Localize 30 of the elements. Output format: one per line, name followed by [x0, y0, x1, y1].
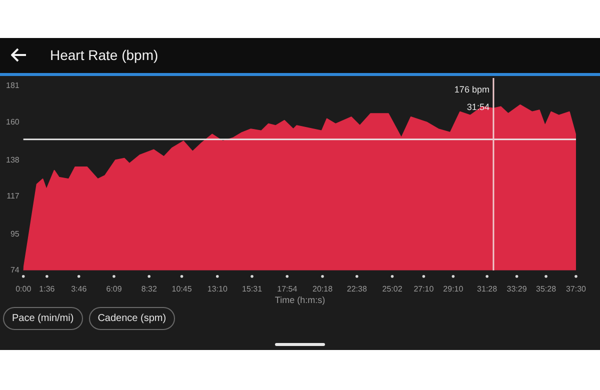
x-tick-label: 3:46	[71, 284, 88, 294]
y-tick-label: 74	[10, 266, 20, 275]
x-tick-label: 10:45	[172, 284, 192, 294]
x-tick-label: 17:54	[277, 284, 298, 294]
x-tick-label: 8:32	[141, 284, 158, 294]
x-tick-label: 20:18	[312, 284, 334, 294]
x-tick-label: 15:31	[242, 284, 263, 294]
x-tick-label: 33:29	[506, 284, 528, 294]
x-tick-label: 22:38	[346, 284, 368, 294]
x-tick-label: 6:09	[106, 284, 122, 294]
y-tick-label: 181	[6, 81, 20, 90]
x-tick-label: 29:10	[443, 284, 464, 294]
annotation: 176 bpm	[454, 84, 490, 95]
text: Pace (min/mi)	[3, 307, 83, 330]
x-tick-label: 0:00	[16, 284, 32, 294]
x-tick-label: 35:28	[536, 284, 557, 294]
x-axis-title: Time (h:m:s)	[274, 295, 326, 305]
chart-title: Heart Rate (bpm)	[50, 47, 158, 63]
x-tick-label: 25:02	[382, 284, 403, 294]
y-tick-label: 138	[6, 155, 20, 164]
y-tick-label: 160	[6, 117, 20, 126]
annotation: 31:54	[466, 102, 490, 112]
y-tick-label: 117	[6, 192, 20, 200]
x-tick-label: 13:10	[207, 284, 228, 294]
x-tick-label: 37:30	[566, 284, 587, 294]
x-tick-label: 27:10	[414, 284, 434, 294]
x-tick-label: 31:28	[477, 284, 498, 294]
text: Cadence (spm)	[88, 307, 176, 330]
y-tick-label: 95	[10, 229, 20, 238]
x-tick-label: 1:36	[39, 284, 56, 294]
